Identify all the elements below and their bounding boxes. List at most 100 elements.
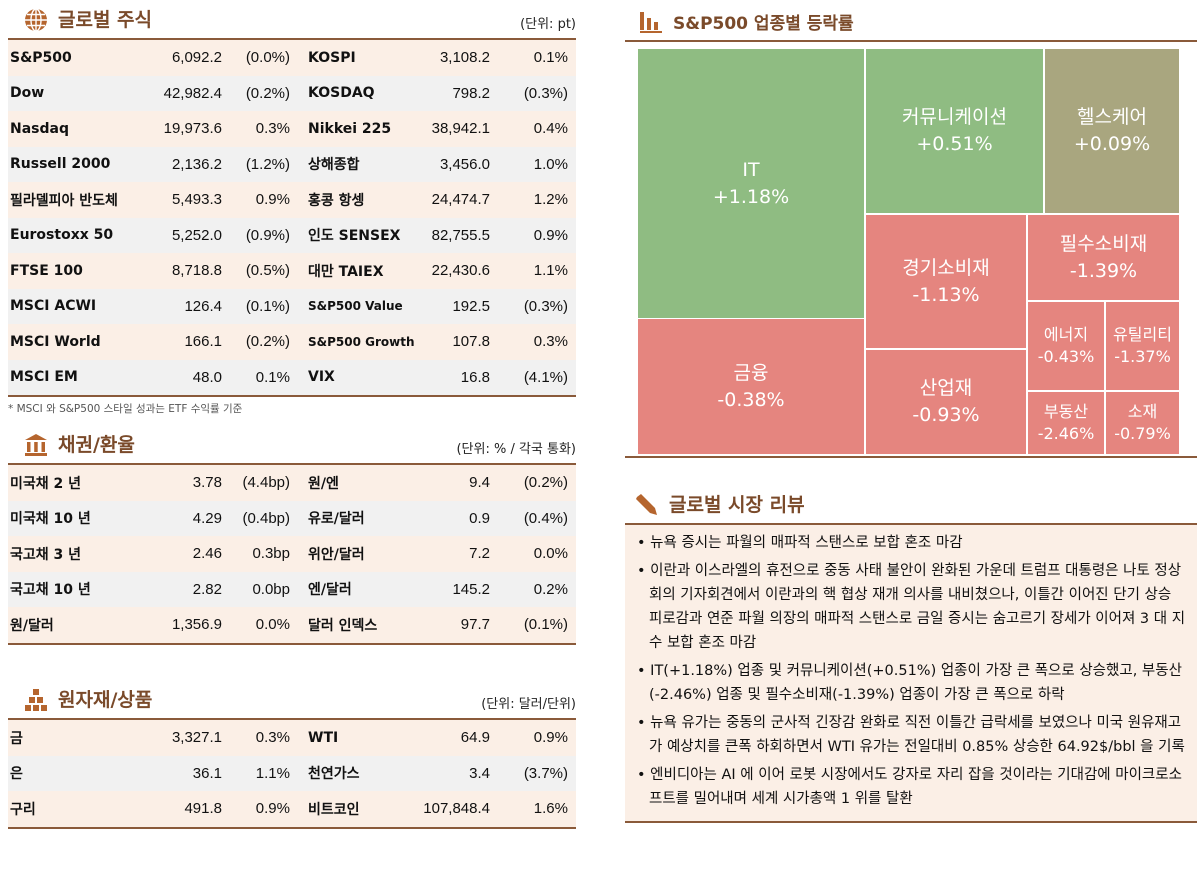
- section-title: 글로벌 주식: [58, 9, 153, 31]
- table-row: 미국채 10 년 4.29 (0.4bp) 유로/달러 0.9 (0.4%): [8, 500, 576, 536]
- item-value: 64.9: [460, 729, 490, 747]
- item-name: 미국채 10 년: [10, 511, 91, 528]
- item-name: VIX: [308, 369, 335, 386]
- item-value: 192.5: [452, 297, 490, 315]
- sector-name: 소재: [1127, 401, 1158, 421]
- item-name: 필라델피아 반도체: [10, 192, 118, 209]
- sector-change: -1.39%: [1069, 259, 1138, 282]
- item-value: 798.2: [452, 84, 490, 102]
- pen-icon: [636, 494, 657, 515]
- item-name: 국고채 10 년: [10, 582, 91, 599]
- item-value: 22,430.6: [431, 262, 490, 280]
- item-name: 은: [10, 766, 23, 783]
- item-change: 0.3%: [255, 120, 290, 138]
- item-change: 1.0%: [533, 155, 568, 173]
- treemap-tile: 헬스케어 +0.09%: [1044, 48, 1180, 214]
- item-name: 위안/달러: [308, 546, 365, 563]
- gold-bars-icon: [25, 689, 47, 711]
- item-name: MSCI EM: [10, 369, 78, 386]
- table-row: S&P500 6,092.2 (0.0%) KOSPI 3,108.2 0.1%: [8, 40, 576, 76]
- item-name: 천연가스: [308, 766, 360, 783]
- item-value: 0.9: [469, 509, 490, 527]
- sector-change: -1.37%: [1114, 347, 1171, 366]
- table-row: 은 36.1 1.1% 천연가스 3.4 (3.7%): [8, 755, 576, 791]
- item-change: (0.4%): [523, 509, 568, 527]
- review-item: • 뉴욕 유가는 중동의 군사적 긴장감 완화로 직전 이틀간 급락세를 보였으…: [637, 715, 1185, 755]
- treemap-tile: 부동산 -2.46%: [1027, 391, 1105, 455]
- table-row: 국고채 3 년 2.46 0.3bp 위안/달러 7.2 0.0%: [8, 536, 576, 572]
- section-title: S&P500 업종별 등락률: [673, 14, 854, 34]
- item-change: 0.9%: [255, 191, 290, 209]
- item-value: 2.82: [192, 580, 222, 598]
- item-name: KOSPI: [308, 49, 356, 66]
- item-change: (0.1%): [523, 616, 568, 634]
- section-title: 글로벌 시장 리뷰: [669, 494, 805, 516]
- table-row: 원/달러 1,356.9 0.0% 달러 인덱스 97.7 (0.1%): [8, 607, 576, 643]
- item-name: WTI: [308, 729, 339, 746]
- table-row: Eurostoxx 50 5,252.0 (0.9%) 인도 SENSEX 82,755…: [8, 217, 576, 253]
- item-name: MSCI World: [10, 333, 101, 350]
- item-value: 3,108.2: [439, 49, 490, 67]
- bonds-fx-section: 채권/환율 (단위: % / 각국 통화) 미국채 2 년 3.78 (4.4bp)…: [8, 425, 576, 645]
- global-equity-section: 글로벌 주식 (단위: pt) S&P500 6,092.2 (0.0%) KOSPI…: [8, 0, 576, 416]
- item-name: 구리: [10, 801, 36, 818]
- sector-name: 필수소비재: [1059, 232, 1148, 255]
- item-change: 0.1%: [255, 368, 290, 386]
- item-change: (1.2%): [245, 155, 290, 173]
- review-item: • IT(+1.18%) 업종 및 커뮤니케이션(+0.51%) 업종이 가장 …: [637, 663, 1182, 703]
- item-change: 0.3%: [533, 333, 568, 351]
- item-change: 0.0%: [533, 545, 568, 563]
- item-value: 16.8: [460, 368, 490, 386]
- item-name: Nasdaq: [10, 120, 69, 137]
- unit-label: (단위: % / 각국 통화): [456, 442, 576, 457]
- item-value: 3.78: [192, 474, 222, 492]
- item-change: 0.3%: [255, 729, 290, 747]
- item-name: 국고채 3 년: [10, 546, 82, 563]
- section-title: 채권/환율: [58, 434, 135, 456]
- item-name: 상해종합: [308, 157, 360, 174]
- item-name: S&P500: [10, 49, 72, 66]
- item-change: (0.0%): [245, 49, 290, 67]
- treemap-tile: 경기소비재 -1.13%: [865, 214, 1027, 349]
- item-change: 1.1%: [255, 764, 290, 782]
- item-name: 원/엔: [308, 475, 339, 492]
- item-value: 9.4: [469, 474, 490, 492]
- item-change: (0.5%): [245, 262, 290, 280]
- sector-name: 커뮤니케이션: [902, 106, 1007, 129]
- item-value: 1,356.9: [171, 616, 222, 634]
- sector-name: 유틸리티: [1113, 324, 1172, 344]
- item-name: 대만 TAIEX: [308, 263, 384, 280]
- globe-icon: [25, 8, 47, 32]
- item-change: (0.2%): [523, 474, 568, 492]
- item-value: 2,136.2: [171, 155, 222, 173]
- item-value: 5,252.0: [171, 226, 222, 244]
- treemap-section: S&P500 업종별 등락률: [625, 0, 1197, 42]
- item-change: 1.2%: [533, 191, 568, 209]
- unit-label: (단위: 달러/단위): [481, 697, 576, 712]
- sector-treemap: IT +1.18% 금융 -0.38% 커뮤니케이션 +0.51% 헬스케어 +0.09% 경기…: [625, 0, 1197, 460]
- item-value: 8,718.8: [171, 262, 222, 280]
- item-name: Russell 2000: [10, 156, 111, 173]
- treemap-tile: 유틸리티 -1.37%: [1105, 301, 1180, 391]
- table-row: Dow 42,982.4 (0.2%) KOSDAQ 798.2 (0.3%): [8, 75, 576, 111]
- bank-icon: [25, 434, 47, 456]
- item-name: Dow: [10, 85, 45, 102]
- sector-name: 금융: [733, 361, 769, 384]
- item-value: 19,973.6: [163, 120, 222, 138]
- item-value: 36.1: [192, 764, 222, 782]
- sector-change: -0.38%: [717, 388, 785, 411]
- table-row: Russell 2000 2,136.2 (1.2%) 상해종합 3,456.0 1.0%: [8, 146, 576, 182]
- sector-change: -0.79%: [1114, 424, 1171, 443]
- item-name: 엔/달러: [308, 582, 352, 599]
- table-row: 필라델피아 반도체 5,493.3 0.9% 홍콩 항셍 24,474.7 1.2%: [8, 182, 576, 218]
- sector-change: +0.51%: [916, 133, 993, 155]
- item-value: 6,092.2: [171, 49, 222, 67]
- treemap-tile: 필수소비재 -1.39%: [1027, 214, 1180, 301]
- item-value: 166.1: [184, 333, 222, 351]
- sector-change: -0.93%: [912, 404, 980, 426]
- item-name: MSCI ACWI: [10, 298, 97, 315]
- item-change: 0.9%: [533, 226, 568, 244]
- item-change: 1.6%: [533, 800, 568, 818]
- sector-name: 부동산: [1043, 401, 1089, 421]
- commodities-section: 원자재/상품 (단위: 달러/단위) 금 3,327.1 0.3% WTI 64.9 0.…: [8, 680, 576, 829]
